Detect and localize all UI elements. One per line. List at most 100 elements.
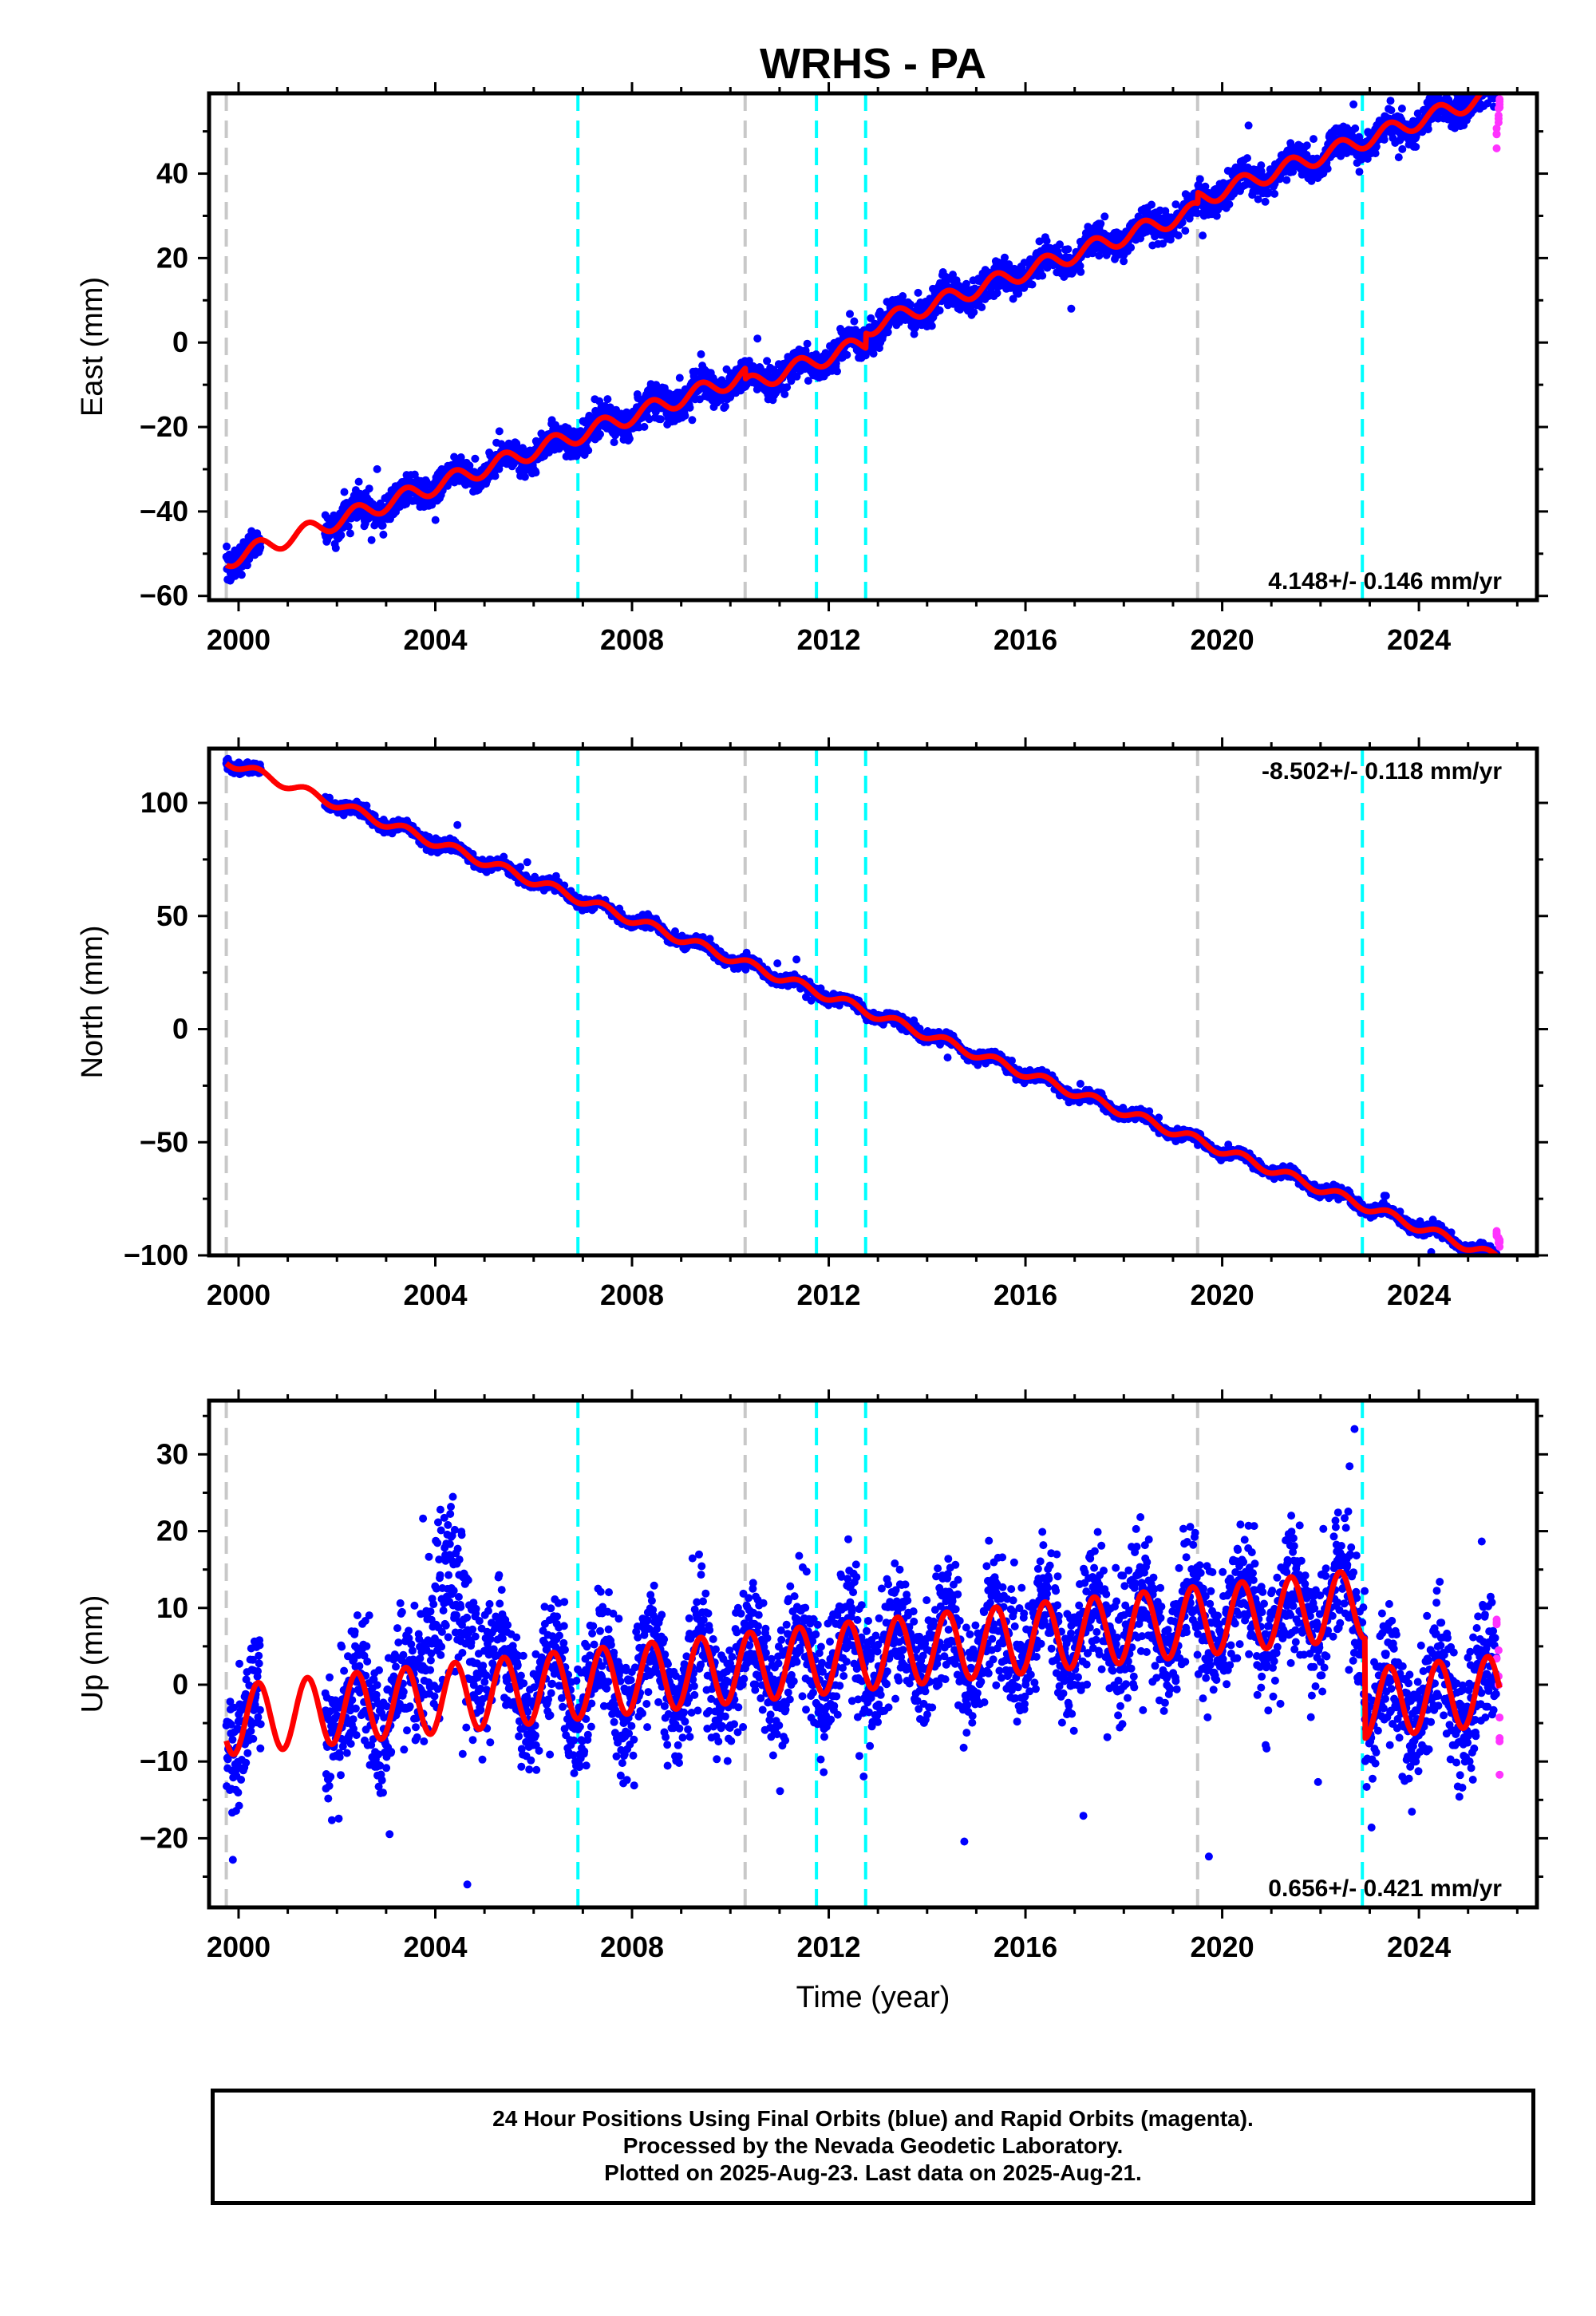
final-orbit-point-1698 xyxy=(843,350,851,359)
rapid-orbit-point-3 xyxy=(1492,129,1501,138)
final-orbit-point-2783 xyxy=(1199,231,1207,240)
final-orbit-point-909 xyxy=(584,446,593,455)
final-orbit-point-702 xyxy=(516,863,525,871)
final-orbit-point-2294 xyxy=(1038,271,1047,280)
plot-area xyxy=(222,749,1504,1255)
x-tick-label: 2004 xyxy=(403,623,467,656)
final-orbit-point-3657 xyxy=(1485,85,1493,93)
x-tick-label: 2012 xyxy=(796,623,860,656)
x-tick-label: 2024 xyxy=(1387,623,1451,656)
final-orbit-point-1981 xyxy=(935,306,944,314)
final-orbit-point-945 xyxy=(596,430,604,438)
final-orbit-point-3651 xyxy=(1483,78,1491,86)
final-orbit-point-716 xyxy=(520,472,529,481)
final-orbit-point-1892 xyxy=(907,300,915,309)
final-orbit-point-284 xyxy=(379,530,388,539)
rapid-orbit-point-0 xyxy=(1492,144,1501,152)
final-orbit-point-3662 xyxy=(1487,84,1495,92)
final-orbit-point-3646 xyxy=(1482,84,1490,92)
final-orbit-point-1665 xyxy=(832,359,840,368)
final-orbit-point-1707 xyxy=(846,310,854,318)
final-orbit-point-1130 xyxy=(657,415,665,424)
x-tick-label: 2000 xyxy=(207,623,271,656)
final-orbit-point-3243 xyxy=(1349,100,1358,109)
rapid-orbit-point-10 xyxy=(1495,95,1504,104)
final-orbit-point-178 xyxy=(344,522,353,531)
y-tick-label: 0 xyxy=(172,326,188,358)
final-orbit-point-1779 xyxy=(869,350,878,358)
final-orbit-point-968 xyxy=(603,395,612,404)
final-orbit-point-2179 xyxy=(1001,253,1009,262)
final-orbit-point-1204 xyxy=(681,411,689,420)
final-orbit-point-1577 xyxy=(803,339,812,348)
final-orbit-point-2472 xyxy=(1096,219,1105,228)
final-orbit-point-2923 xyxy=(1244,121,1253,130)
final-orbit-point-1580 xyxy=(804,377,812,385)
final-orbit-point-2307 xyxy=(1042,236,1051,245)
final-orbit-point-3039 xyxy=(1282,176,1291,184)
final-orbit-point-1327 xyxy=(721,402,729,411)
x-tick-label: 2016 xyxy=(994,623,1057,656)
final-orbit-point-1188 xyxy=(675,373,684,382)
final-orbit-point-3392 xyxy=(1398,144,1407,153)
final-orbit-point-1226 xyxy=(688,416,697,425)
final-orbit-point-2156 xyxy=(993,289,1001,298)
final-orbit-point-3655 xyxy=(1484,75,1492,83)
final-orbit-point-3667 xyxy=(1488,80,1496,88)
final-orbit-point-3654 xyxy=(1484,73,1492,81)
final-orbit-point-3659 xyxy=(1486,84,1494,92)
final-orbit-point-749 xyxy=(531,468,540,477)
final-orbit-point-155 xyxy=(337,531,346,539)
final-orbit-point-241 xyxy=(365,484,373,493)
final-orbit-point-64 xyxy=(243,561,251,570)
final-orbit-point-1080 xyxy=(640,422,649,431)
final-orbit-point-1515 xyxy=(783,383,792,392)
final-orbit-point-3668 xyxy=(1489,84,1497,92)
final-orbit-point-625 xyxy=(491,472,500,480)
rapid-orbit-point-11 xyxy=(1495,103,1504,112)
final-orbit-point-2974 xyxy=(1261,197,1270,206)
final-orbit-point-2775 xyxy=(1195,175,1204,184)
final-orbit-point-2085 xyxy=(970,308,978,317)
final-orbit-point-1035 xyxy=(625,434,634,443)
final-orbit-point-2730 xyxy=(1181,227,1190,235)
final-orbit-point-564 xyxy=(471,454,480,463)
final-orbit-point-3623 xyxy=(1474,84,1482,92)
final-orbit-point-2864 xyxy=(1225,200,1234,208)
y-tick-label: 20 xyxy=(156,241,188,274)
final-orbit-point-165 xyxy=(340,488,349,496)
final-orbit-point-3101 xyxy=(1302,141,1311,150)
final-orbit-point-2109 xyxy=(978,303,986,311)
plot-area xyxy=(222,73,1504,600)
final-orbit-point-2919 xyxy=(1243,154,1251,163)
final-orbit-point-3002 xyxy=(1270,189,1279,198)
final-orbit-point-1720 xyxy=(850,317,859,326)
final-orbit-point-3666 xyxy=(1488,77,1496,85)
final-orbit-point-1 xyxy=(223,542,231,551)
final-orbit-point-443 xyxy=(431,516,440,524)
final-orbit-point-547 xyxy=(465,461,474,470)
north-panel: 2000 2004 2008 2012 2016 2020 2024−100−5005010… xyxy=(76,737,1548,1311)
final-orbit-point-139 xyxy=(331,543,340,552)
final-orbit-point-265 xyxy=(373,464,381,473)
final-orbit-point-2709 xyxy=(1174,231,1183,239)
final-orbit-point-2627 xyxy=(1148,200,1156,209)
final-orbit-point-1508 xyxy=(780,390,789,398)
final-orbit-point-3121 xyxy=(1310,135,1317,144)
final-orbit-point-3164 xyxy=(1323,164,1332,173)
x-tick-label: 2008 xyxy=(600,623,664,656)
final-orbit-point-70 xyxy=(245,555,254,563)
rapid-orbit-point-6 xyxy=(1494,118,1503,127)
y-tick-label: 40 xyxy=(156,157,188,190)
final-orbit-point-723 xyxy=(523,858,531,867)
final-orbit-point-2382 xyxy=(1067,304,1076,313)
y-tick-label: −60 xyxy=(140,579,188,612)
final-orbit-point-2564 xyxy=(1127,243,1136,252)
final-orbit-point-3658 xyxy=(1486,77,1494,85)
final-orbit-point-943 xyxy=(595,397,604,405)
final-orbit-point-3639 xyxy=(1479,79,1487,87)
final-orbit-point-1668 xyxy=(833,367,841,376)
final-orbit-point-1915 xyxy=(914,288,922,297)
final-orbit-point-209 xyxy=(354,477,363,486)
